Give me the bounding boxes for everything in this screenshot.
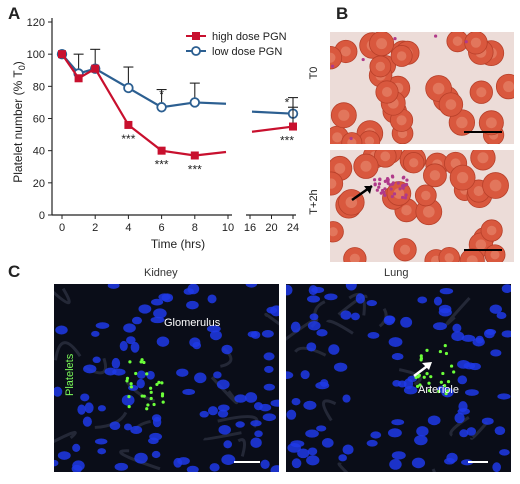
smear-label-t0: T0 [308, 66, 320, 80]
series-high-dose [58, 50, 298, 160]
kidney-title: Kidney [144, 267, 178, 279]
data-point [156, 102, 167, 113]
series-line-segment [194, 101, 227, 105]
series-line-segment [251, 125, 294, 133]
series-line-segment [251, 110, 294, 115]
x-tick-label: 8 [192, 222, 198, 234]
data-point [189, 97, 201, 108]
x-tick-label: 24 [287, 222, 299, 234]
panel-a-letter: A [8, 4, 21, 23]
x-tick-label: 2 [92, 222, 98, 234]
legend-marker [192, 32, 200, 40]
y-tick-label: 80 [33, 81, 45, 93]
data-point [74, 74, 83, 83]
y-tick-label: 100 [27, 49, 45, 61]
significance-marker: * [285, 96, 290, 110]
x-tick-label: 16 [244, 222, 256, 234]
data-point [123, 82, 134, 94]
series-line-segment [194, 150, 227, 157]
x-tick-label: 6 [159, 222, 165, 234]
smear-label-t2h: T+2h [308, 189, 320, 215]
data-point [157, 146, 166, 155]
legend-label: low dose PGN [212, 46, 282, 58]
x-axis-ticks: 0 2 4 6 8 10 16 20 24 [59, 215, 299, 234]
significance-marker: *** [188, 162, 202, 176]
x-axis-label: Time (hrs) [151, 237, 205, 251]
x-tick-label: 20 [265, 222, 277, 234]
legend-label: high dose PGN [212, 31, 287, 43]
lung-title: Lung [384, 267, 409, 279]
x-tick-label: 0 [59, 222, 65, 234]
glomerulus-label: Glomerulus [164, 317, 221, 329]
x-tick-label: 4 [125, 222, 131, 234]
data-point [124, 120, 133, 129]
y-tick-label: 120 [27, 17, 45, 29]
significance-marker: *** [155, 158, 169, 172]
annotation-layer: ****** ******** [121, 88, 294, 177]
y-tick-label: 40 [33, 146, 45, 158]
data-point [190, 151, 199, 160]
significance-marker: *** [280, 134, 294, 148]
kidney-micrograph [54, 284, 279, 472]
panel-b-letter: B [336, 4, 349, 23]
y-axis-ticks: 0 20 40 60 80 100 120 [27, 17, 52, 222]
arteriole-label: Arteriole [418, 384, 459, 396]
y-tick-label: 20 [33, 178, 45, 190]
blood-smear-t2h [330, 150, 514, 262]
series-line [61, 53, 195, 157]
lung-micrograph [286, 284, 511, 472]
series-layer [56, 48, 299, 160]
data-point [289, 122, 297, 131]
series-low-dose [56, 48, 299, 119]
chart-legend: high dose PGN low dose PGN [186, 31, 287, 58]
significance-marker: *** [121, 132, 135, 146]
legend-marker [191, 46, 201, 56]
blood-smear-t0 [330, 32, 514, 144]
platelets-label: Platelets [64, 353, 76, 396]
data-point [91, 64, 100, 73]
x-tick-label: 10 [222, 222, 234, 234]
panel-c-letter: C [8, 262, 21, 281]
y-axis-label: Platelet number (% T0) [11, 61, 27, 183]
y-tick-label: 0 [39, 210, 45, 222]
y-tick-label: 60 [33, 114, 45, 126]
significance-marker: * [159, 88, 164, 102]
data-point [58, 50, 66, 59]
